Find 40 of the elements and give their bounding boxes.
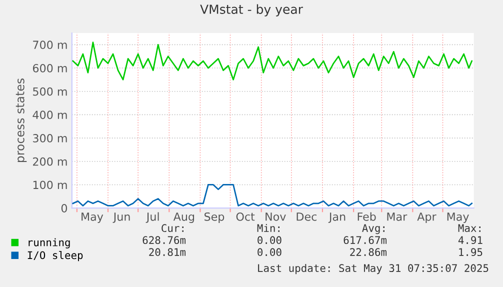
- x-tick-label: Sep: [204, 212, 224, 223]
- text: 22.86m: [350, 248, 387, 256]
- y-tick-label: 500 m: [33, 87, 67, 96]
- text: 0.00: [258, 248, 282, 256]
- x-tick-label: Jan: [328, 212, 346, 223]
- y-tick-label: 600 m: [32, 64, 67, 72]
- y-tick-label: 100 m: [33, 180, 67, 190]
- legend-label: running: [28, 238, 70, 248]
- x-tick-label: Oct: [236, 212, 255, 221]
- x-tick-label: Aug: [173, 212, 194, 223]
- chart-title: VMstat - by year: [200, 4, 303, 16]
- text: Min:: [257, 224, 280, 232]
- y-tick-label: 700 m: [33, 40, 67, 50]
- x-tick-label: Nov: [266, 212, 286, 221]
- y-tick-label: 0: [61, 204, 68, 212]
- legend-label: I/O sleep: [28, 251, 83, 262]
- y-tick-label: 200 m: [33, 157, 67, 166]
- text: 4.91: [458, 236, 482, 244]
- y-tick-label: 400 m: [32, 110, 67, 120]
- text: Last update: Sat May 31 07:35:07 2025: [258, 264, 488, 274]
- x-tick-label: May: [447, 212, 469, 223]
- x-tick-label: Feb: [358, 212, 376, 221]
- x-tick-label: Mar: [387, 212, 408, 221]
- text: Cur:: [162, 224, 184, 232]
- line-series: [72, 42, 473, 80]
- y-tick-label: 300 m: [33, 134, 67, 142]
- text: Max:: [458, 224, 480, 232]
- text: 1.95: [459, 248, 482, 256]
- text: Avg:: [362, 224, 384, 234]
- line-series: [72, 184, 473, 206]
- text: 628.76m: [142, 236, 186, 244]
- x-tick-label: Dec: [296, 212, 317, 221]
- text: 20.81m: [149, 248, 186, 256]
- x-tick-label: Jun: [112, 212, 130, 223]
- x-tick-label: May: [82, 212, 104, 223]
- x-tick-label: Apr: [417, 212, 436, 223]
- x-tick-label: Jul: [146, 212, 159, 223]
- y-axis-title: process states: [16, 78, 27, 162]
- text: 0.00: [258, 236, 282, 244]
- text: 617.67m: [344, 236, 387, 244]
